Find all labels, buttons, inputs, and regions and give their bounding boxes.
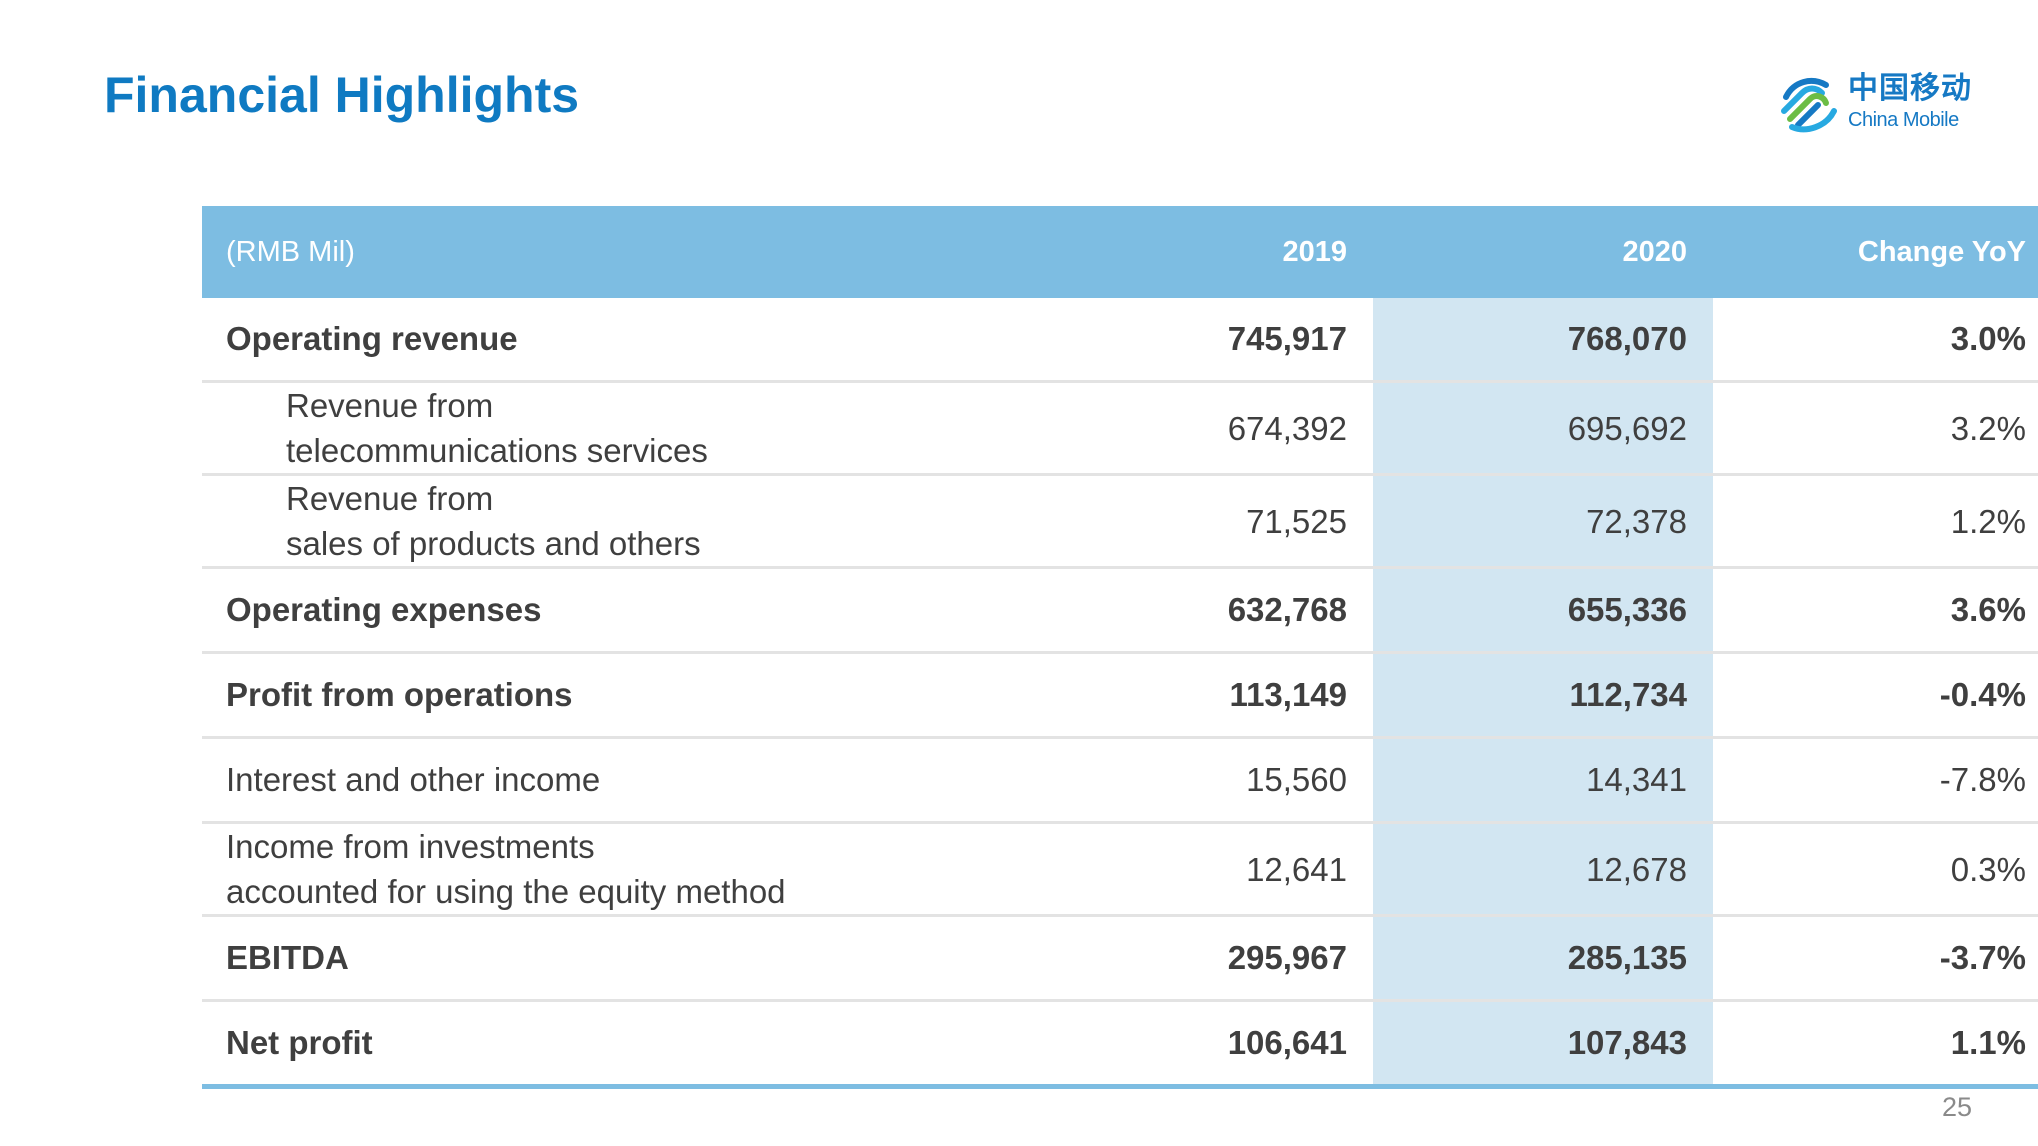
table-row-net-profit: Net profit 106,641 107,843 1.1% xyxy=(202,1000,2038,1089)
row-label-line-1: Income from investments xyxy=(226,828,595,865)
value-change: -3.7% xyxy=(1713,915,2038,1002)
value-change: 3.0% xyxy=(1713,298,2038,383)
header-unit: (RMB Mil) xyxy=(202,206,970,298)
row-label: Operating revenue xyxy=(202,298,970,383)
table-row-profit-from-operations: Profit from operations 113,149 112,734 -… xyxy=(202,652,2038,739)
value-2019: 674,392 xyxy=(970,381,1373,476)
value-change: 0.3% xyxy=(1713,822,2038,917)
value-2020: 655,336 xyxy=(1373,567,1713,654)
row-label: Income from investments accounted for us… xyxy=(202,822,970,917)
value-2020: 107,843 xyxy=(1373,1000,1713,1089)
row-label: Operating expenses xyxy=(202,567,970,654)
row-label-line-2: sales of products and others xyxy=(286,525,701,562)
value-2020: 768,070 xyxy=(1373,298,1713,383)
logo-name-cn: 中国移动 xyxy=(1848,71,1972,106)
row-label-line-1: Revenue from xyxy=(286,387,494,424)
value-2019: 106,641 xyxy=(970,1000,1373,1089)
china-mobile-logo-icon xyxy=(1781,78,1837,133)
slide-title: Financial Highlights xyxy=(104,67,580,123)
table-row-operating-revenue: Operating revenue 745,917 768,070 3.0% xyxy=(202,298,2038,383)
value-2019: 12,641 xyxy=(970,822,1373,917)
value-2019: 15,560 xyxy=(970,737,1373,824)
value-2020: 12,678 xyxy=(1373,822,1713,917)
header-2019: 2019 xyxy=(970,206,1373,298)
table-header-row: (RMB Mil) 2019 2020 Change YoY xyxy=(202,206,2038,298)
row-label-line-1: Revenue from xyxy=(286,480,494,517)
table-row-interest-income: Interest and other income 15,560 14,341 … xyxy=(202,737,2038,824)
header-2020: 2020 xyxy=(1373,206,1713,298)
row-label-line-2: accounted for using the equity method xyxy=(226,873,786,910)
value-2020: 112,734 xyxy=(1373,652,1713,739)
value-2020: 14,341 xyxy=(1373,737,1713,824)
value-2020: 285,135 xyxy=(1373,915,1713,1002)
row-label: Revenue from telecommunications services xyxy=(202,381,970,476)
value-2019: 295,967 xyxy=(970,915,1373,1002)
value-change: 1.2% xyxy=(1713,474,2038,569)
value-change: 3.2% xyxy=(1713,381,2038,476)
row-label: Profit from operations xyxy=(202,652,970,739)
row-label: Interest and other income xyxy=(202,737,970,824)
value-2019: 71,525 xyxy=(970,474,1373,569)
value-change: 1.1% xyxy=(1713,1000,2038,1089)
table-row-income-from-investments: Income from investments accounted for us… xyxy=(202,822,2038,917)
value-2019: 745,917 xyxy=(970,298,1373,383)
value-change: -7.8% xyxy=(1713,737,2038,824)
value-2020: 695,692 xyxy=(1373,381,1713,476)
value-change: -0.4% xyxy=(1713,652,2038,739)
value-change: 3.6% xyxy=(1713,567,2038,654)
logo-name-en: China Mobile xyxy=(1848,109,1959,131)
row-label: Revenue from sales of products and other… xyxy=(202,474,970,569)
page-number: 25 xyxy=(1941,1092,1972,1122)
table-row-revenue-telecom-services: Revenue from telecommunications services… xyxy=(202,381,2038,476)
value-2019: 113,149 xyxy=(970,652,1373,739)
table-row-revenue-products: Revenue from sales of products and other… xyxy=(202,474,2038,569)
header-change-yoy: Change YoY xyxy=(1713,206,2038,298)
value-2020: 72,378 xyxy=(1373,474,1713,569)
financial-highlights-table: (RMB Mil) 2019 2020 Change YoY Operating… xyxy=(202,206,2038,1089)
row-label: Net profit xyxy=(202,1000,970,1089)
value-2019: 632,768 xyxy=(970,567,1373,654)
china-mobile-logo: 中国移动 China Mobile xyxy=(1776,66,1988,138)
table-row-operating-expenses: Operating expenses 632,768 655,336 3.6% xyxy=(202,567,2038,654)
row-label: EBITDA xyxy=(202,915,970,1002)
table-row-ebitda: EBITDA 295,967 285,135 -3.7% xyxy=(202,915,2038,1002)
row-label-line-2: telecommunications services xyxy=(286,432,708,469)
